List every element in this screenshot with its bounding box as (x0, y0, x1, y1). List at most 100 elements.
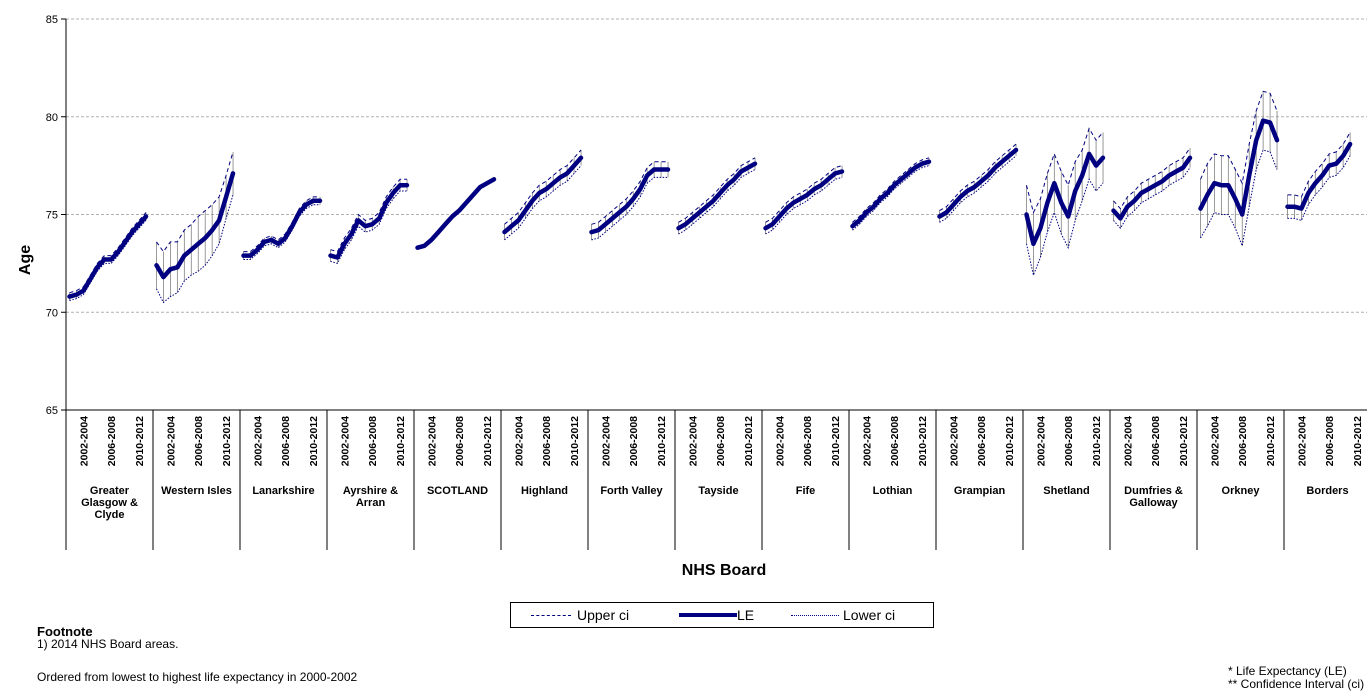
period-tick-label-dumfries-and-galloway-1: 2006-2008 (1150, 416, 1162, 466)
upper-ci-line-ayrshire-and-arran (330, 178, 407, 253)
le-line-dumfries-and-galloway (1111, 155, 1193, 221)
period-tick-label-lanarkshire-2: 2010-2012 (308, 416, 320, 466)
board-label-fife: Fife (796, 485, 816, 497)
board-label-ayrshire-and-arran: Ayrshire & (343, 485, 398, 497)
period-tick-label-greater-glasgow-and-clyde-2: 2010-2012 (134, 416, 146, 466)
upper-ci-line-western-isles (156, 151, 234, 253)
le-line-borders (1285, 141, 1353, 211)
upper-ci-line-lanarkshire (243, 196, 320, 253)
period-tick-label-western-isles-2: 2010-2012 (221, 416, 233, 466)
le-line-tayside (676, 161, 758, 231)
lower-ci-line-lothian (852, 165, 930, 231)
period-tick-label-highland-1: 2006-2008 (541, 416, 553, 466)
legend: Upper ci LE Lower ci (510, 602, 934, 628)
period-tick-label-shetland-0: 2002-2004 (1035, 416, 1047, 466)
le-line-fife (763, 169, 845, 231)
le-definition-note: * Life Expectancy (LE) (1228, 664, 1347, 678)
board-label-lothian: Lothian (873, 485, 913, 497)
le-line-western-isles (154, 171, 236, 280)
lower-ci-line-dumfries-and-galloway (1113, 167, 1191, 230)
board-series-borders (1285, 132, 1353, 221)
board-label-greater-glasgow-and-clyde: Greater (90, 485, 130, 497)
period-tick-label-forth-valley-2: 2010-2012 (656, 416, 668, 466)
period-tick-label-lanarkshire-0: 2002-2004 (252, 416, 264, 466)
lower-ci-line-borders (1287, 155, 1351, 221)
board-series-scotland (415, 177, 497, 250)
plot-area (67, 90, 1353, 304)
y-tick-label-85: 85 (46, 14, 58, 26)
board-label-dumfries-and-galloway-1: Galloway (1129, 497, 1178, 509)
lower-ci-line-highland (504, 165, 582, 241)
period-tick-label-grampian-0: 2002-2004 (948, 416, 960, 466)
y-tick-label-65: 65 (46, 405, 58, 417)
board-series-highland (502, 149, 584, 241)
board-series-grampian (937, 143, 1019, 223)
period-tick-label-dumfries-and-galloway-0: 2002-2004 (1122, 416, 1134, 466)
period-tick-label-ayrshire-and-arran-2: 2010-2012 (395, 416, 407, 466)
y-axis-title: Age (17, 245, 34, 275)
period-tick-label-fife-1: 2006-2008 (802, 416, 814, 466)
board-series-forth-valley (589, 161, 671, 241)
period-tick-label-grampian-2: 2010-2012 (1004, 416, 1016, 466)
legend-label-lower-ci: Lower ci (843, 607, 896, 623)
upper-ci-line-fife (765, 165, 843, 223)
period-tick-label-lothian-1: 2006-2008 (889, 416, 901, 466)
period-tick-label-lanarkshire-1: 2006-2008 (280, 416, 292, 466)
upper-ci-line-borders (1287, 132, 1351, 198)
board-series-ayrshire-and-arran (328, 178, 410, 264)
footnote-line-2: Ordered from lowest to highest life expe… (37, 670, 358, 684)
board-series-tayside (676, 157, 758, 235)
period-tick-label-highland-2: 2010-2012 (569, 416, 581, 466)
legend-swatch-lower-ci (791, 615, 839, 616)
period-tick-label-lothian-2: 2010-2012 (917, 416, 929, 466)
board-label-tayside: Tayside (698, 485, 738, 497)
period-tick-label-orkney-2: 2010-2012 (1265, 416, 1277, 466)
board-label-greater-glasgow-and-clyde-2: Clyde (95, 509, 125, 521)
footnote-heading: Footnote (37, 624, 93, 639)
period-tick-label-borders-0: 2002-2004 (1296, 416, 1308, 466)
le-line-highland (502, 155, 584, 235)
period-tick-label-scotland-1: 2006-2008 (454, 416, 466, 466)
upper-ci-line-greater-glasgow-and-clyde (69, 212, 147, 294)
upper-ci-line-shetland (1026, 127, 1104, 214)
footnote-line-1: 1) 2014 NHS Board areas. (37, 637, 179, 651)
period-tick-label-scotland-0: 2002-2004 (426, 416, 438, 466)
board-label-ayrshire-and-arran-1: Arran (356, 497, 386, 509)
board-label-borders: Borders (1306, 485, 1348, 497)
period-tick-label-borders-2: 2010-2012 (1352, 416, 1364, 466)
period-tick-label-forth-valley-1: 2006-2008 (628, 416, 640, 466)
x-axis-title: NHS Board (682, 562, 766, 579)
upper-ci-line-highland (504, 149, 582, 225)
period-tick-label-greater-glasgow-and-clyde-0: 2002-2004 (78, 416, 90, 466)
upper-ci-line-dumfries-and-galloway (1113, 147, 1191, 210)
period-tick-label-fife-0: 2002-2004 (774, 416, 786, 466)
period-tick-label-ayrshire-and-arran-1: 2006-2008 (367, 416, 379, 466)
upper-ci-line-grampian (939, 143, 1017, 212)
lower-ci-line-greater-glasgow-and-clyde (69, 220, 147, 301)
legend-label-le: LE (737, 607, 755, 623)
gridlines (66, 18, 1367, 313)
le-line-lothian (850, 159, 932, 229)
le-line-ayrshire-and-arran (328, 182, 410, 260)
period-tick-label-western-isles-0: 2002-2004 (165, 416, 177, 466)
period-tick-label-grampian-1: 2006-2008 (976, 416, 988, 466)
period-tick-label-orkney-0: 2002-2004 (1209, 416, 1221, 466)
upper-ci-line-tayside (678, 157, 756, 223)
lower-ci-line-orkney (1200, 149, 1278, 248)
board-series-lothian (850, 157, 932, 231)
board-series-western-isles (154, 151, 236, 304)
board-series-fife (763, 165, 845, 235)
period-tick-label-borders-1: 2006-2008 (1324, 416, 1336, 466)
period-tick-label-lothian-0: 2002-2004 (861, 416, 873, 466)
board-label-western-isles: Western Isles (161, 485, 232, 497)
board-series-orkney (1198, 90, 1280, 248)
period-tick-label-highland-0: 2002-2004 (513, 416, 525, 466)
board-label-scotland: SCOTLAND (427, 485, 488, 497)
upper-ci-line-lothian (852, 157, 930, 223)
period-tick-label-tayside-0: 2002-2004 (687, 416, 699, 466)
lower-ci-line-lanarkshire (243, 204, 320, 260)
period-tick-label-shetland-1: 2006-2008 (1063, 416, 1075, 466)
legend-swatch-upper-ci (531, 615, 571, 616)
period-tick-label-scotland-2: 2010-2012 (482, 416, 494, 466)
lower-ci-line-forth-valley (591, 176, 668, 241)
